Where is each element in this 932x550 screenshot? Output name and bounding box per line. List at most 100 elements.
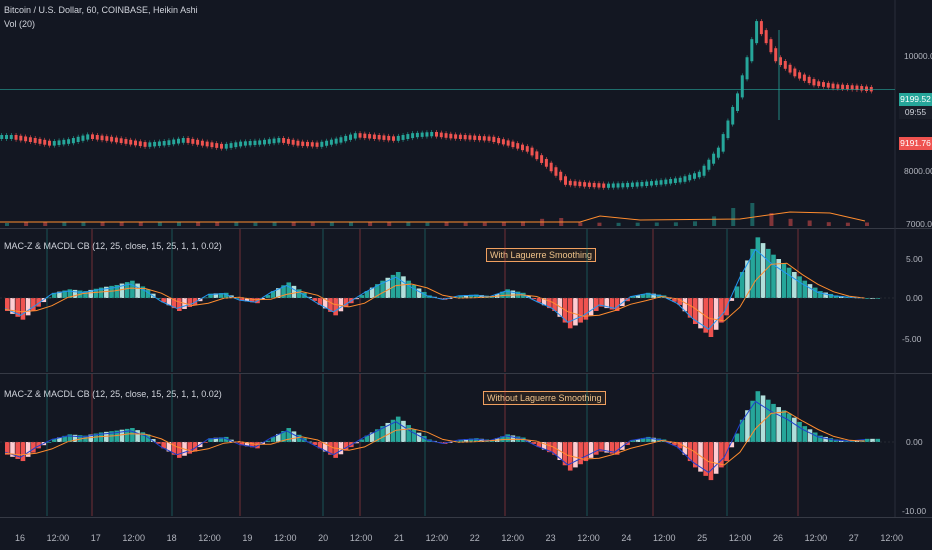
volume-bar xyxy=(215,222,220,226)
histogram-bar xyxy=(281,285,286,298)
histogram-bar xyxy=(797,276,802,298)
candle xyxy=(377,134,381,140)
histogram-bar xyxy=(526,440,531,442)
histogram-bar xyxy=(83,291,88,298)
pane-separator-2[interactable] xyxy=(0,373,932,374)
candle xyxy=(301,141,305,146)
histogram-bar xyxy=(67,434,73,442)
candle xyxy=(291,139,295,145)
pane-separator[interactable] xyxy=(0,228,932,229)
histogram-bar xyxy=(135,430,140,442)
time-label: 18 xyxy=(166,533,177,543)
volume-bar xyxy=(406,222,411,226)
indicator1-legend[interactable]: MAC-Z & MACDL CB (12, 25, close, 15, 25,… xyxy=(4,241,222,251)
volume-bar xyxy=(387,222,392,226)
histogram-bar xyxy=(500,436,505,442)
histogram-bar xyxy=(244,298,250,302)
histogram-bar xyxy=(677,442,682,449)
volume-bar xyxy=(635,222,640,226)
candle xyxy=(736,93,739,111)
histogram-bar xyxy=(93,433,99,442)
candle xyxy=(358,133,362,138)
candle xyxy=(449,133,453,139)
histogram-bar xyxy=(693,298,698,324)
indicator2-legend[interactable]: MAC-Z & MACDL CB (12, 25, close, 15, 25,… xyxy=(4,389,222,399)
histogram-bar xyxy=(682,298,688,312)
candle xyxy=(592,182,596,188)
volume-bar xyxy=(291,222,296,226)
histogram-bar xyxy=(312,442,318,445)
candle xyxy=(296,140,300,146)
candle xyxy=(177,138,180,144)
candle xyxy=(521,144,524,151)
candle xyxy=(802,74,806,81)
candle xyxy=(406,134,410,139)
histogram-bar xyxy=(124,428,130,442)
price-tick-10000: 10000.00 xyxy=(904,51,932,61)
histogram-bar xyxy=(719,298,724,323)
histogram-bar xyxy=(161,442,166,449)
candle xyxy=(807,76,811,84)
candle xyxy=(602,183,606,188)
volume-ma-line xyxy=(0,211,866,223)
candle xyxy=(67,139,71,144)
ind2-tick-neg10: -10.00 xyxy=(902,506,927,516)
time-label: 17 xyxy=(90,533,101,543)
candle xyxy=(707,159,711,170)
volume-bar xyxy=(310,222,315,226)
histogram-bar xyxy=(192,442,198,452)
histogram-bar xyxy=(828,438,834,442)
histogram-bar xyxy=(369,287,375,298)
histogram-bar xyxy=(828,293,834,298)
candle xyxy=(826,82,830,88)
candle xyxy=(678,177,682,183)
chart-title: Bitcoin / U.S. Dollar, 60, COINBASE, Hei… xyxy=(4,5,198,15)
histogram-bar xyxy=(401,276,406,298)
histogram-bar xyxy=(88,434,94,442)
volume-bar xyxy=(5,223,9,226)
histogram-bar xyxy=(312,298,318,301)
volume-legend[interactable]: Vol (20) xyxy=(4,19,36,29)
candle xyxy=(798,72,802,79)
histogram-bar xyxy=(646,292,651,298)
histogram-bar xyxy=(536,442,542,448)
candle xyxy=(339,137,343,143)
histogram-bar xyxy=(599,442,604,452)
histogram-bar xyxy=(317,298,323,305)
volume-bar xyxy=(62,222,67,226)
histogram-bar xyxy=(67,289,73,298)
histogram-bar xyxy=(416,288,422,298)
volume-bar xyxy=(81,221,86,226)
candle xyxy=(57,140,61,146)
histogram-bar xyxy=(578,442,583,465)
histogram-bar xyxy=(734,433,740,442)
histogram-bar xyxy=(729,298,735,301)
candle xyxy=(243,141,247,146)
histogram-bar xyxy=(328,298,333,312)
indicator1-annotation: With Laguerre Smoothing xyxy=(486,248,597,262)
candle xyxy=(549,162,553,172)
histogram-bar xyxy=(505,434,510,442)
histogram-bar xyxy=(322,298,328,309)
time-label: 20 xyxy=(318,533,329,543)
histogram-bar xyxy=(849,440,854,442)
histogram-bar xyxy=(672,298,677,302)
volume-bar xyxy=(196,222,201,226)
histogram-bar xyxy=(479,438,484,442)
histogram-bar xyxy=(15,298,21,317)
histogram-bar xyxy=(630,440,636,442)
candle xyxy=(525,146,529,152)
histogram-bar xyxy=(719,442,724,468)
histogram-bar xyxy=(317,442,323,449)
candle xyxy=(5,134,8,139)
candle xyxy=(822,82,825,87)
histogram-bar xyxy=(46,442,52,443)
candle xyxy=(363,133,367,139)
histogram-bar xyxy=(390,274,396,298)
candle xyxy=(764,30,768,44)
candle xyxy=(697,171,701,178)
histogram-bar xyxy=(646,436,651,442)
histogram-bar xyxy=(296,289,302,298)
histogram-bar xyxy=(599,298,604,307)
